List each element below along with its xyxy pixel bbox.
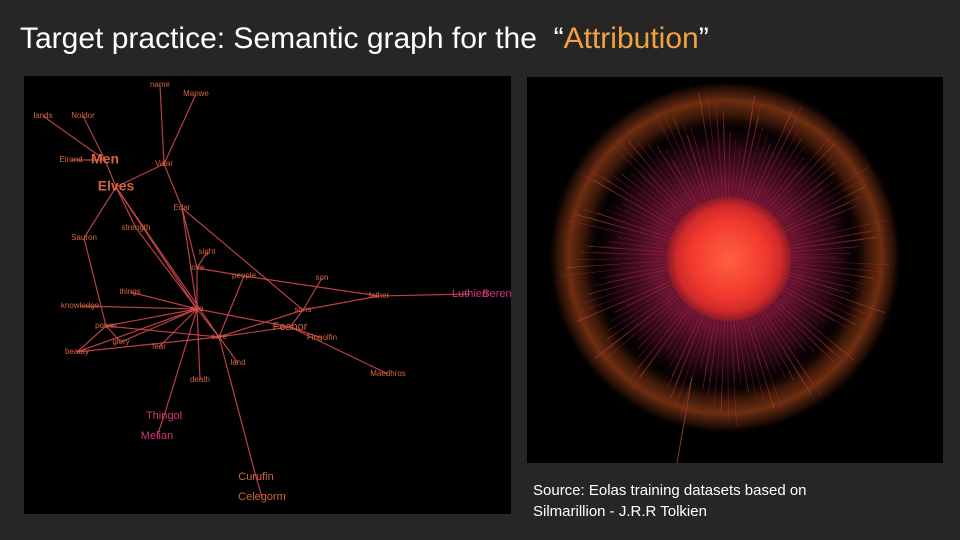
graph-edges (42, 84, 471, 498)
graph-edge-manwe-valar (163, 93, 197, 165)
graph-node-feanor: Feanor (273, 321, 308, 333)
graph-nodes: name Manwe lands Noldor Elrond Men Valar Elves E… (33, 80, 511, 503)
graph-node-men: Men (91, 151, 119, 167)
graph-edge-eye-care (196, 308, 220, 338)
graph-edge-strength-eye (135, 227, 198, 310)
graph-edge-elves-care (115, 186, 220, 338)
graph-node-glory: glory (112, 337, 129, 346)
caption-line-1: Source: Eolas training datasets based on (533, 482, 807, 499)
graph-edge-sons-feanor (289, 309, 304, 328)
graph-edge-valar-edar (163, 163, 183, 209)
graph-node-sight: sight (199, 247, 217, 256)
semantic-graph-panel: name Manwe lands Noldor Elrond Men Valar Elves E… (24, 76, 511, 514)
graph-edge-care-curufin (218, 336, 257, 478)
graph-edge-people-care (218, 275, 245, 338)
graph-edge-lands-men (42, 115, 106, 161)
radial-graph-image (547, 79, 903, 463)
caption-line-2: Silmarillion - J.R.R Tolkien (533, 503, 707, 520)
graph-edge-feanor-care (218, 326, 291, 338)
graph-node-father: father (369, 291, 390, 300)
radial-graph-panel (527, 77, 943, 463)
graph-edge-thingol-melian (156, 415, 165, 437)
graph-node-death: death (190, 375, 210, 384)
graph-node-beauty: beauty (65, 347, 89, 356)
graph-node-eye: eye (191, 304, 204, 313)
graph-node-thingol: Thingol (146, 410, 182, 422)
graph-edge-power-glory (105, 325, 122, 343)
graph-node-edar: Edar (174, 203, 191, 212)
graph-edge-edar-eye (181, 207, 198, 310)
graph-node-sauron: Sauron (71, 233, 97, 242)
graph-node-beren: Beren (482, 288, 511, 300)
graph-node-fingolfin: Fingolfin (307, 333, 337, 342)
graph-edge-name-valar (159, 84, 165, 165)
graph-edge-edar-sons (181, 207, 304, 311)
graph-edge-noldor-men (82, 115, 106, 161)
graph-edge-eye-death (196, 308, 201, 381)
graph-node-things: things (119, 287, 140, 296)
graph-edge-power-eye (105, 308, 198, 327)
title-open-quote: “ (553, 22, 564, 55)
graph-edge-power-care (105, 325, 220, 338)
graph-node-strength: strength (122, 223, 151, 232)
graph-edge-elves-strength (115, 186, 137, 229)
graph-edge-son-sons (302, 277, 323, 311)
title-prefix: Target practice: Semantic graph for the (20, 22, 537, 55)
graph-edge-glory-eye (120, 308, 198, 343)
graph-node-son: son (316, 273, 329, 282)
graph-node-melian: Melian (141, 430, 173, 442)
graph-edge-care-beauty (76, 336, 220, 353)
graph-edge-men-elves (104, 159, 117, 188)
graph-node-elves: Elves (98, 178, 135, 194)
graph-node-maedhros: Maedhros (370, 369, 406, 378)
graph-edge-feanor-maedhros (289, 326, 389, 375)
title-close-quote: ” (698, 22, 709, 55)
graph-edge-curufin-celegorm (255, 476, 263, 498)
graph-edge-eye-thingol (163, 308, 198, 417)
graph-node-people: people (232, 271, 257, 280)
graph-node-sons: sons (295, 305, 312, 314)
graph-node-love: love (190, 263, 205, 272)
graph-edge-valar-elves (115, 163, 165, 188)
graph-edge-beauty-eye (76, 308, 198, 353)
graph-node-lands: lands (33, 111, 52, 120)
graph-node-celegorm: Celegorm (238, 491, 286, 503)
graph-node-manwe: Manwe (183, 89, 209, 98)
graph-edge-edar-love (181, 207, 198, 269)
graph-node-luthien: Luthien (452, 288, 488, 300)
graph-edge-sight-love (196, 251, 208, 269)
graph-node-power: power (95, 321, 117, 330)
graph-edge-fear-eye (158, 308, 198, 348)
graph-edge-sons-father (302, 295, 380, 311)
graph-edge-feanor-fingolfin (289, 326, 323, 339)
graph-node-fear: fear (152, 342, 166, 351)
graph-node-land: land (230, 358, 245, 367)
graph-edge-sons-care (218, 309, 304, 338)
graph-node-elrond: Elrond (59, 155, 82, 164)
source-caption: Source: Eolas training datasets based on… (533, 480, 953, 522)
title-highlight: Attribution (563, 22, 699, 55)
graph-edge-people-father (243, 275, 380, 297)
graph-node-name: name (150, 80, 171, 89)
graph-node-knowledge: knowledge (61, 301, 100, 310)
graph-node-curufin: Curufin (238, 471, 273, 483)
graph-edge-love-people (196, 267, 245, 277)
graph-edge-things-eye (129, 291, 198, 310)
semantic-graph: name Manwe lands Noldor Elrond Men Valar Elves E… (33, 80, 511, 503)
slide-title: Target practice: Semantic graph for the … (20, 22, 709, 56)
core-cluster (667, 197, 791, 321)
graph-node-valar: Valar (155, 159, 173, 168)
graph-edge-knowledge-eye (79, 305, 198, 310)
graph-edge-feanor-eye (196, 308, 291, 328)
graph-edge-elves-sauron (83, 186, 117, 239)
graph-edge-sauron-power (83, 237, 107, 327)
graph-node-noldor: Noldor (71, 111, 95, 120)
graph-edge-care-land (218, 336, 239, 364)
graph-edge-power-beauty (76, 325, 107, 353)
stray-edge (676, 376, 693, 463)
graph-edge-father-luthien (378, 293, 471, 297)
graph-node-care: care (211, 332, 227, 341)
